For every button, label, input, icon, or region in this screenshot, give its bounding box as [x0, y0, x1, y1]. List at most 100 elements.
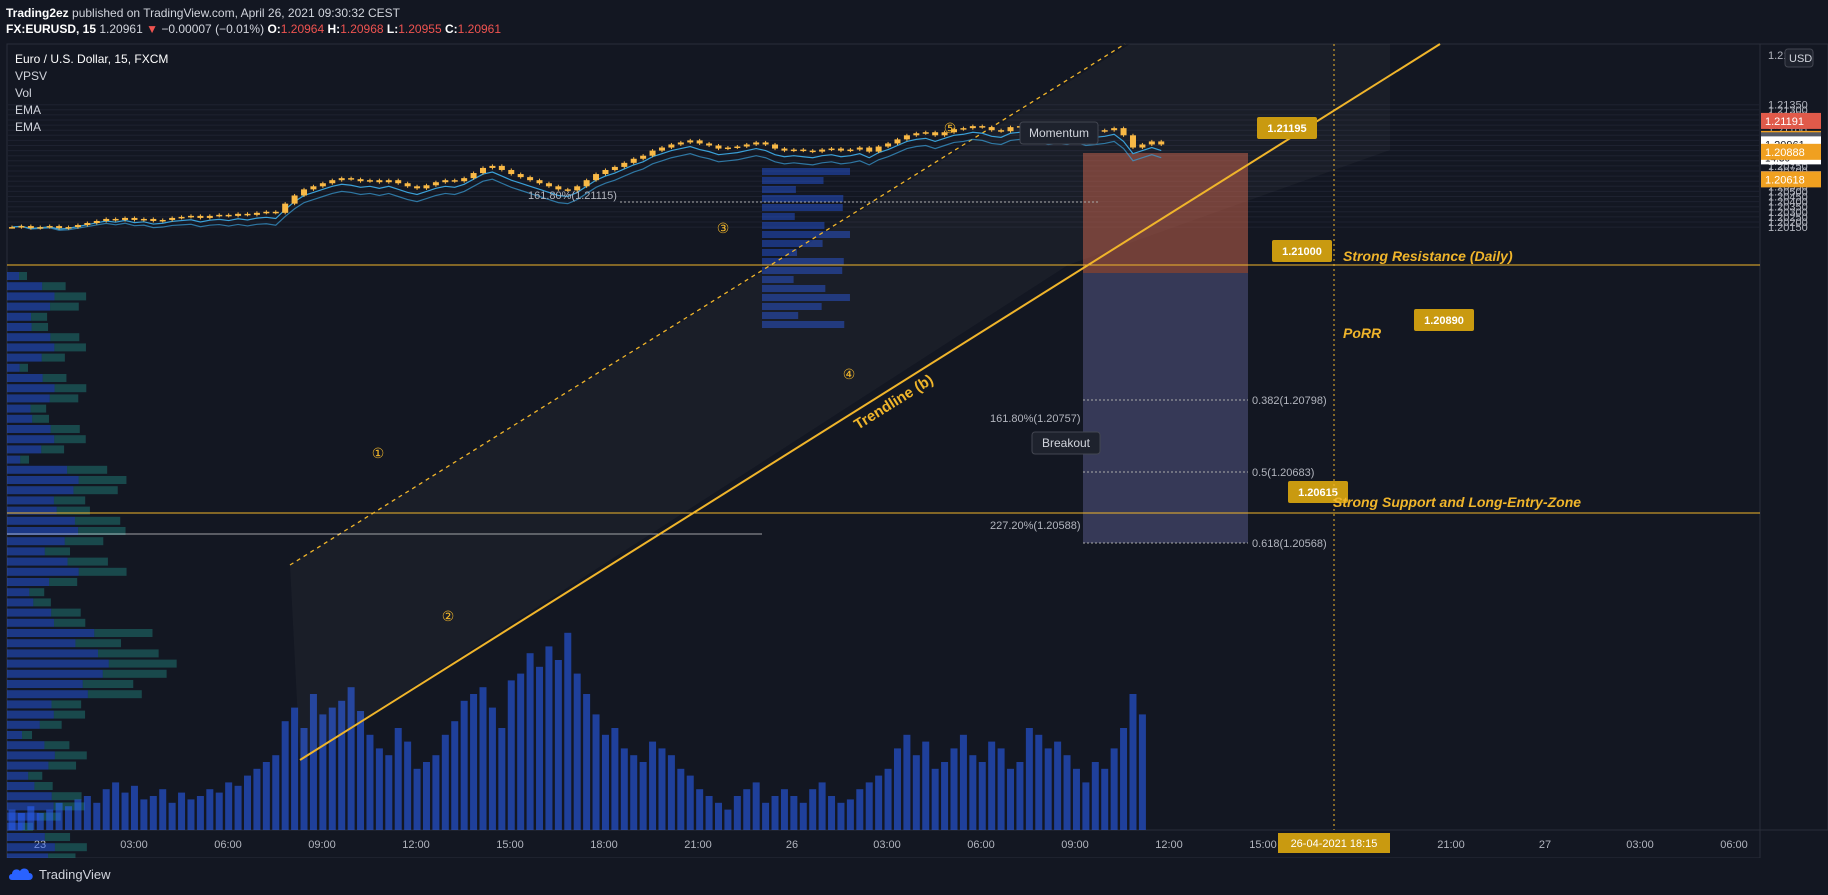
volume-profile-bar [7, 302, 51, 311]
volume-profile-bar [29, 588, 45, 597]
volume-profile-bar [7, 312, 32, 321]
legend-indicator[interactable]: EMA [15, 120, 42, 134]
volume-bar [931, 768, 939, 830]
price-tag [1272, 240, 1332, 262]
y-tick-label: 1.20500 [1768, 186, 1808, 198]
candle-body [366, 180, 373, 182]
tradingview-logo[interactable]: TradingView [8, 866, 111, 882]
volume-profile-bar [30, 404, 47, 413]
volume-profile-bar [31, 323, 49, 331]
candle-body [235, 213, 242, 216]
volume-bar [8, 809, 16, 830]
volume-bar [404, 741, 412, 830]
volume-profile-bar [7, 853, 49, 858]
candle-body [225, 214, 232, 217]
candle-body [640, 155, 647, 159]
volume-profile-bar [53, 618, 86, 627]
high-label: H: [327, 22, 341, 36]
volume-bar [545, 646, 553, 830]
volume-bar [178, 792, 186, 830]
x-tick-label: 03:00 [120, 839, 148, 851]
price-tag-label: 1.21000 [1282, 246, 1322, 258]
volume-profile-bar [7, 659, 109, 668]
volume-bar [686, 775, 694, 830]
candle-body [894, 139, 901, 144]
currency-badge [1784, 48, 1814, 68]
volume-profile-bar [762, 321, 845, 328]
volume-profile-bar [54, 751, 87, 760]
candle-body [187, 215, 194, 218]
volume-bar [846, 799, 854, 830]
volume-bar [112, 782, 120, 830]
publisher-name[interactable]: Trading2ez [6, 6, 69, 20]
price-axis-label-text: 1.21191 [1765, 116, 1804, 128]
volume-profile-bar [54, 292, 87, 301]
volume-bar [875, 775, 883, 830]
price-axis-label-text: 1.20888 [1765, 147, 1805, 159]
fib-label: 161.80%(1.21115) [528, 190, 617, 202]
volume-profile-bar [7, 445, 42, 454]
volume-bar [856, 789, 864, 830]
volume-bar [328, 707, 336, 830]
volume-bar [1072, 768, 1080, 830]
volume-profile-bar [22, 731, 33, 739]
volume-profile-bar [762, 186, 796, 193]
candle-body [885, 143, 892, 147]
candle-body [150, 218, 157, 221]
volume-bar [262, 762, 270, 830]
footer-brand: TradingView [39, 866, 111, 882]
candle-body [27, 226, 34, 229]
volume-profile-bar [67, 557, 108, 566]
candle-body [112, 218, 119, 221]
x-tick-label: 06:00 [214, 839, 242, 851]
volume-bar [36, 813, 44, 830]
legend-indicator[interactable]: Vol [15, 86, 32, 100]
volume-bar [55, 802, 63, 830]
volume-profile-bar [7, 496, 54, 505]
volume-profile-bar [7, 486, 74, 495]
candle-body [856, 147, 863, 150]
fib-label: 0.5(1.20683) [1252, 467, 1314, 479]
candle-body [498, 165, 505, 170]
candle-body [301, 189, 308, 196]
candle-body [658, 147, 665, 151]
candle-body [706, 143, 713, 146]
candle-body [819, 149, 826, 152]
publish-header: Trading2ez published on TradingView.com,… [0, 0, 1828, 40]
candle-body [1120, 128, 1127, 136]
price-tag-label: 1.21195 [1267, 123, 1306, 135]
legend-indicator[interactable]: EMA [15, 103, 42, 117]
candle-body [1129, 135, 1136, 148]
legend-title[interactable]: Euro / U.S. Dollar, 15, FXCM [15, 52, 169, 66]
volume-bar [130, 785, 138, 830]
candle-body [1158, 141, 1165, 145]
candle-body [1111, 128, 1118, 131]
candle-body [1101, 130, 1108, 132]
volume-bar [988, 741, 996, 830]
volume-bar [790, 796, 798, 830]
volume-profile-bar [7, 394, 50, 403]
volume-bar [357, 711, 365, 830]
volume-bar [507, 680, 515, 830]
price-chart[interactable]: 1.201501.202001.202501.203001.203501.204… [0, 0, 1828, 858]
volume-profile-bar [7, 323, 32, 331]
volume-profile-bar [762, 294, 850, 301]
candle-body [979, 126, 986, 128]
momentum-callout [1019, 121, 1099, 145]
candle-body [84, 223, 91, 226]
close-value: 1.20961 [457, 22, 502, 36]
candle-body [790, 149, 797, 152]
candle-body [998, 130, 1005, 132]
symbol-label: FX:EURUSD, 15 [6, 22, 97, 36]
x-tick-label: 15:00 [496, 839, 524, 851]
cursor-time-badge [1278, 833, 1390, 853]
wave-label: ① [372, 445, 385, 461]
volume-profile-bar [67, 465, 108, 474]
volume-bar [724, 809, 732, 830]
volume-bar [743, 789, 751, 830]
volume-bar [884, 768, 892, 830]
volume-profile-bar [7, 771, 29, 780]
candle-body [1139, 144, 1146, 148]
legend-indicator[interactable]: VPSV [15, 69, 48, 83]
volume-bar [187, 799, 195, 830]
